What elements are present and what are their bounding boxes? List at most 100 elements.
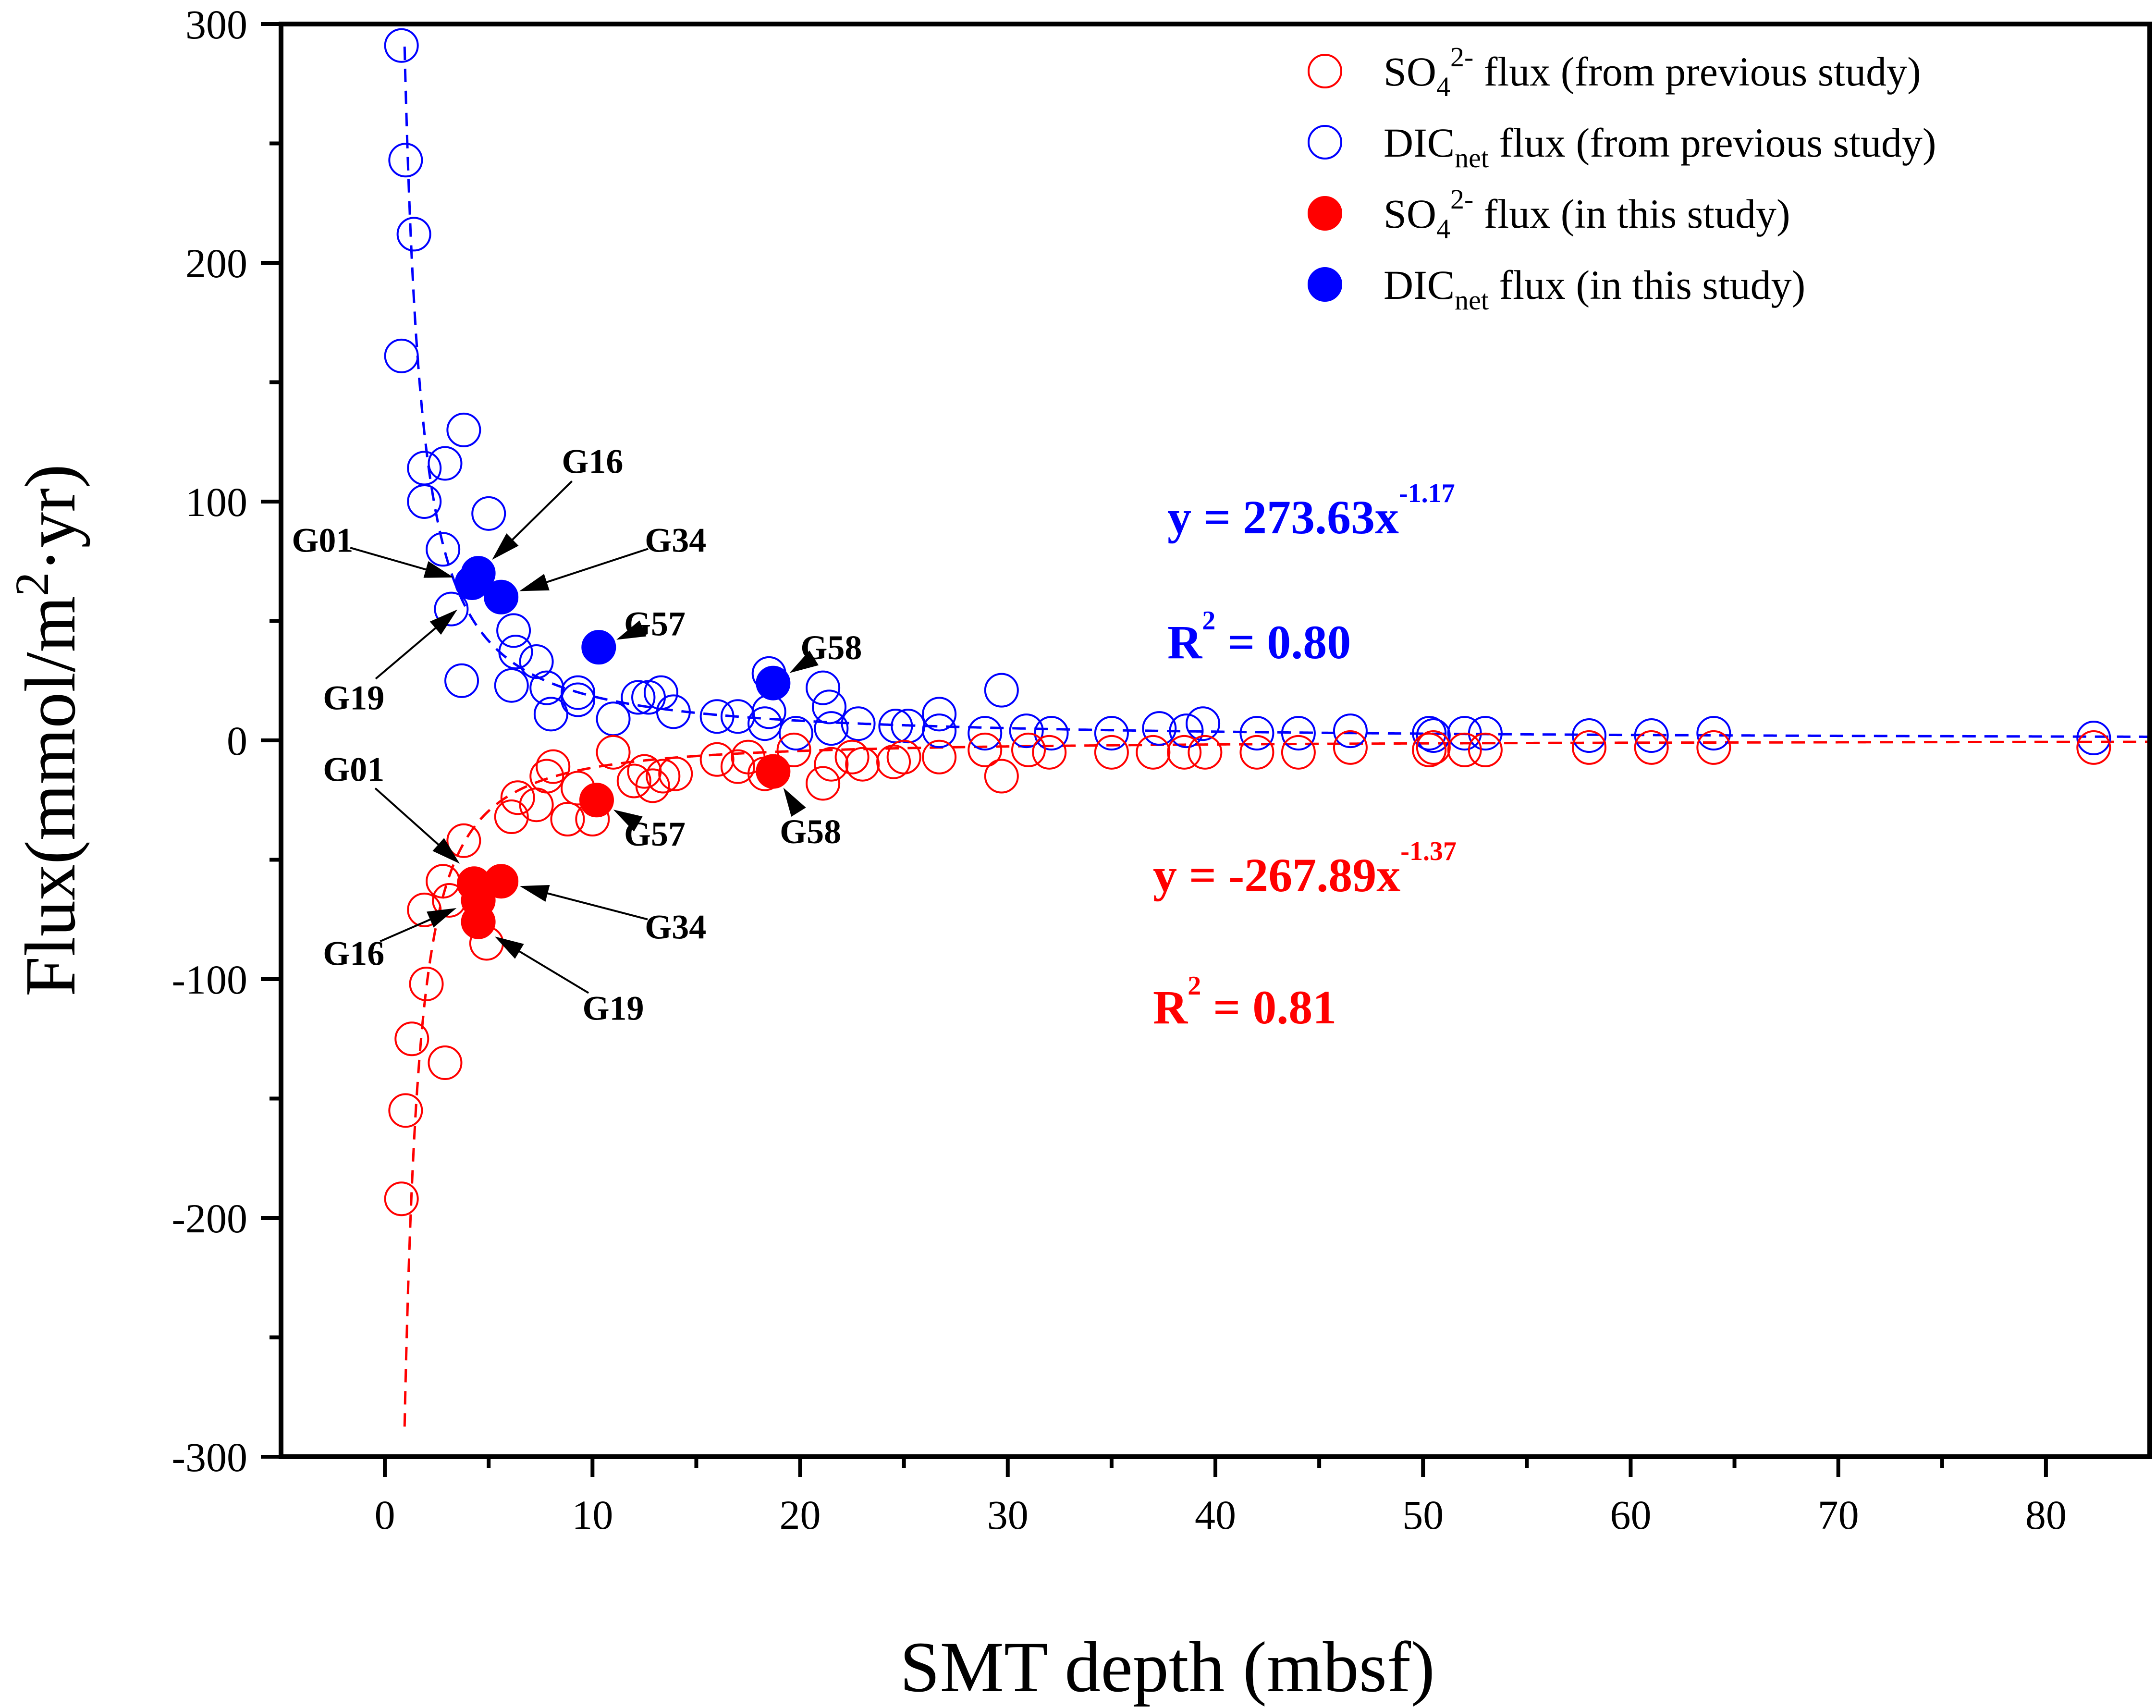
legend: SO42- flux (from previous study) DICnet … <box>1308 41 1936 316</box>
legend-entry-dic-prev: DICnet flux (from previous study) <box>1308 120 1936 173</box>
annotation-g16-upper: G16 <box>492 442 623 560</box>
legend-main: SO <box>1384 49 1436 95</box>
data-point-previous-study <box>621 680 656 715</box>
y-tick-label: -300 <box>172 1434 247 1480</box>
annotation-label: G01 <box>323 750 384 789</box>
data-point-this-study <box>756 754 791 789</box>
data-point-previous-study <box>1333 713 1368 749</box>
data-point-previous-study <box>776 732 811 767</box>
annotation-label: G58 <box>800 628 862 667</box>
y-tick-label: 0 <box>227 718 247 764</box>
data-point-previous-study <box>1412 732 1447 767</box>
data-point-previous-study <box>658 756 693 791</box>
annotation-arrow-head <box>616 620 647 640</box>
data-point-previous-study <box>384 1181 419 1216</box>
data-point-previous-study <box>426 532 461 567</box>
data-point-previous-study <box>533 697 568 732</box>
data-point-previous-study <box>1447 732 1482 767</box>
data-point-previous-study <box>388 1093 423 1128</box>
data-point-previous-study <box>1009 713 1044 749</box>
data-point-previous-study <box>1034 716 1069 751</box>
data-point-previous-study <box>1032 735 1067 770</box>
data-point-this-study <box>484 579 519 614</box>
legend-label-so4-this: SO42- flux (in this study) <box>1384 184 1790 245</box>
data-point-previous-study <box>1634 718 1669 753</box>
annotation-g01-upper: G01 <box>292 521 454 578</box>
data-point-previous-study <box>2076 730 2111 765</box>
so4-r2-letter: R <box>1153 981 1188 1034</box>
legend-sub: net <box>1455 142 1489 173</box>
series-2 <box>454 556 791 700</box>
data-point-previous-study <box>384 28 419 63</box>
annotation-g16-lower: G16 <box>323 908 457 972</box>
annotation-arrow-line <box>542 891 648 921</box>
legend-main: DIC <box>1384 120 1455 166</box>
annotation-arrow-line <box>508 480 573 544</box>
data-point-previous-study <box>394 1021 429 1057</box>
data-point-previous-study <box>886 739 921 774</box>
data-point-this-study <box>579 783 614 818</box>
dic-equation-text: y = 273.63x-1.17 <box>1167 479 1455 544</box>
data-point-previous-study <box>1186 706 1221 741</box>
annotation-label: G57 <box>624 815 686 853</box>
legend-main: DIC <box>1384 262 1455 308</box>
so4-r2-value: = 0.81 <box>1201 981 1336 1034</box>
annotation-label: G16 <box>562 442 623 481</box>
dic-fit-equation: y = 273.63x-1.17 R2 = 0.80 <box>1167 479 1455 669</box>
legend-sup: 2- <box>1450 184 1473 215</box>
legend-rest: flux (from previous study) <box>1473 49 1921 95</box>
data-point-previous-study <box>407 892 442 927</box>
annotation-label: G58 <box>780 812 841 851</box>
data-point-previous-study <box>1011 732 1046 767</box>
data-point-previous-study <box>1094 716 1129 751</box>
axes: 0 10 20 30 40 50 60 70 80 -300 -200 -100 0 100 200 300 <box>172 1 2152 1538</box>
legend-entry-so4-prev: SO42- flux (from previous study) <box>1308 41 1921 102</box>
data-point-previous-study <box>500 780 535 815</box>
annotation-arrow-head <box>519 574 550 591</box>
data-point-previous-study <box>1572 730 1606 765</box>
dic-r2-exponent: 2 <box>1202 606 1215 636</box>
x-tick-label: 10 <box>572 1492 613 1538</box>
data-point-previous-study <box>814 747 849 782</box>
data-point-previous-study <box>494 799 529 835</box>
data-point-previous-study <box>1416 730 1451 765</box>
legend-sub: 4 <box>1436 213 1450 245</box>
data-point-previous-study <box>496 613 531 648</box>
x-tick-label: 20 <box>780 1492 821 1538</box>
annotation-arrow-head <box>429 609 458 635</box>
data-point-previous-study <box>646 759 681 794</box>
data-point-previous-study <box>561 675 596 710</box>
fit-curve-so4 <box>403 740 2150 1427</box>
data-point-previous-study <box>841 706 876 741</box>
annotation-g19-lower: G19 <box>494 936 644 1028</box>
annotation-arrow-line <box>375 624 440 680</box>
data-point-previous-study <box>720 749 755 784</box>
annotation-arrow-head <box>432 838 460 864</box>
data-point-previous-study <box>699 699 735 734</box>
data-point-previous-study <box>1281 716 1316 751</box>
x-axis-title: SMT depth (mbsf) <box>900 1627 1435 1707</box>
dic-r2-letter: R <box>1167 615 1203 669</box>
data-point-previous-study <box>1416 718 1451 753</box>
fit-curve-dicnet <box>403 46 2150 738</box>
y-tick-label: -200 <box>172 1195 247 1241</box>
data-point-previous-study <box>1634 730 1669 765</box>
legend-label-so4-prev: SO42- flux (from previous study) <box>1384 41 1921 102</box>
data-point-previous-study <box>388 143 423 178</box>
data-point-previous-study <box>471 496 506 531</box>
so4-r2-text: R2 = 0.81 <box>1153 971 1336 1034</box>
y-tick-label: 300 <box>185 1 247 48</box>
dic-equation-exponent: -1.17 <box>1399 479 1455 508</box>
annotation-arrow-head <box>427 908 457 928</box>
data-point-previous-study <box>428 446 463 481</box>
data-point-this-study <box>461 904 496 939</box>
annotation-label: G19 <box>323 679 384 717</box>
legend-label-dic-this: DICnet flux (in this study) <box>1384 262 1805 316</box>
data-point-previous-study <box>845 747 880 782</box>
annotation-g19-upper: G19 <box>323 609 458 717</box>
data-point-previous-study <box>806 670 841 705</box>
so4-equation-text: y = -267.89x-1.37 <box>1153 836 1457 902</box>
legend-rest: flux (in this study) <box>1489 262 1805 308</box>
data-point-previous-study <box>550 802 585 837</box>
